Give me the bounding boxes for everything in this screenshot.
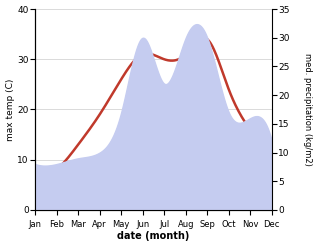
Y-axis label: med. precipitation (kg/m2): med. precipitation (kg/m2) xyxy=(303,53,313,166)
Y-axis label: max temp (C): max temp (C) xyxy=(5,78,15,141)
X-axis label: date (month): date (month) xyxy=(117,231,190,242)
